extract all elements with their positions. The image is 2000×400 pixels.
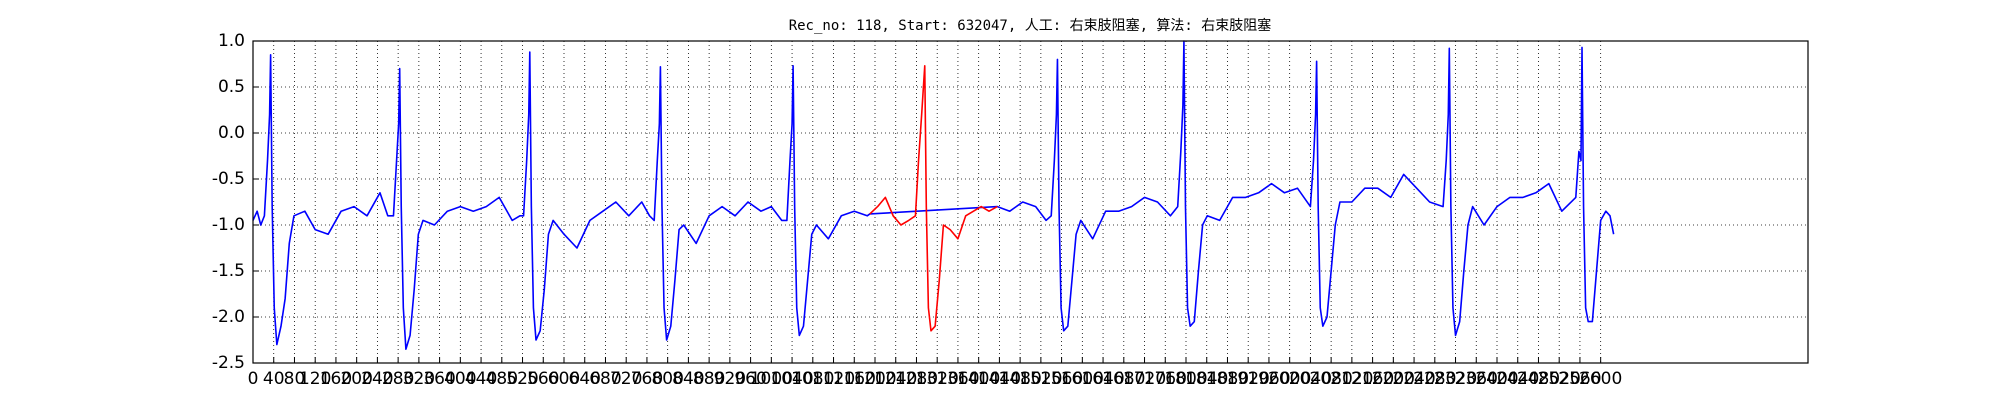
x-tick-label: 2160 bbox=[1351, 369, 1394, 389]
y-tick-label: 1.0 bbox=[218, 31, 245, 51]
x-tick-label: 1320 bbox=[916, 369, 959, 389]
x-tick-label: 2040 bbox=[1289, 369, 1332, 389]
x-tick-label: 1240 bbox=[874, 369, 917, 389]
x-tick-label: 1960 bbox=[1247, 369, 1290, 389]
x-tick-label: 240 bbox=[361, 369, 393, 389]
x-tick-label: 80 bbox=[284, 369, 306, 389]
x-tick-label: 1640 bbox=[1081, 369, 1124, 389]
x-tick-label: 360 bbox=[423, 369, 455, 389]
x-tick-label: 1080 bbox=[791, 369, 834, 389]
x-tick-label: 760 bbox=[631, 369, 663, 389]
x-tick-label: 320 bbox=[403, 369, 435, 389]
y-tick-label: -0.5 bbox=[212, 169, 245, 189]
x-tick-label: 1600 bbox=[1061, 369, 1104, 389]
x-tick-label: 680 bbox=[589, 369, 621, 389]
x-tick-label: 2240 bbox=[1392, 369, 1435, 389]
x-tick-label: 1680 bbox=[1102, 369, 1145, 389]
x-tick-label: 1520 bbox=[1019, 369, 1062, 389]
x-tick-label: 1920 bbox=[1227, 369, 1270, 389]
x-tick-label: 1720 bbox=[1123, 369, 1166, 389]
x-tick-label: 960 bbox=[734, 369, 766, 389]
x-tick-label: 560 bbox=[527, 369, 559, 389]
x-tick-label: 2320 bbox=[1434, 369, 1477, 389]
x-tick-label: 400 bbox=[444, 369, 476, 389]
y-tick-label: 0.0 bbox=[218, 123, 245, 143]
x-tick-label: 920 bbox=[714, 369, 746, 389]
x-tick-label: 720 bbox=[610, 369, 642, 389]
x-tick-label: 1440 bbox=[978, 369, 1021, 389]
x-tick-label: 2120 bbox=[1330, 369, 1373, 389]
x-tick-label: 1760 bbox=[1144, 369, 1187, 389]
x-tick-label: 280 bbox=[382, 369, 414, 389]
x-tick-label: 1800 bbox=[1164, 369, 1207, 389]
x-tick-label: 1880 bbox=[1206, 369, 1249, 389]
x-tick-label: 1160 bbox=[833, 369, 876, 389]
x-tick-label: 480 bbox=[486, 369, 518, 389]
x-tick-label: 1120 bbox=[812, 369, 855, 389]
y-tick-label: -2.0 bbox=[212, 307, 245, 327]
chart-title: Rec_no: 118, Start: 632047, 人工: 右束肢阻塞, 算… bbox=[789, 17, 1272, 34]
x-tick-label: 2560 bbox=[1558, 369, 1601, 389]
plot-frame bbox=[252, 40, 1809, 364]
x-tick-label: 1200 bbox=[853, 369, 896, 389]
x-tick-label: 640 bbox=[569, 369, 601, 389]
x-tick-label: 2280 bbox=[1413, 369, 1456, 389]
y-tick-label: -1.0 bbox=[212, 215, 245, 235]
x-tick-label: 1560 bbox=[1040, 369, 1083, 389]
x-tick-label: 160 bbox=[320, 369, 352, 389]
x-tick-label: 1400 bbox=[957, 369, 1000, 389]
x-tick-label: 40 bbox=[263, 369, 285, 389]
x-tick-label: 1840 bbox=[1185, 369, 1228, 389]
x-tick-label: 2440 bbox=[1496, 369, 1539, 389]
x-tick-label: 200 bbox=[340, 369, 372, 389]
series-line bbox=[252, 40, 1615, 350]
x-tick-label: 880 bbox=[693, 369, 725, 389]
x-tick-label: 2520 bbox=[1538, 369, 1581, 389]
x-tick-label: 0 bbox=[248, 369, 259, 389]
x-tick-label: 1000 bbox=[750, 369, 793, 389]
x-tick-label: 2400 bbox=[1475, 369, 1518, 389]
x-tick-label: 2080 bbox=[1310, 369, 1353, 389]
x-tick-label: 2480 bbox=[1517, 369, 1560, 389]
x-tick-label: 1040 bbox=[770, 369, 813, 389]
x-tick-label: 1360 bbox=[936, 369, 979, 389]
x-tick-label: 600 bbox=[548, 369, 580, 389]
x-tick-label: 440 bbox=[465, 369, 497, 389]
x-tick-label: 120 bbox=[299, 369, 331, 389]
x-tick-label: 800 bbox=[651, 369, 683, 389]
x-tick-label: 1280 bbox=[895, 369, 938, 389]
series-line bbox=[869, 65, 998, 332]
y-tick-label: -2.5 bbox=[212, 353, 245, 373]
x-tick-label: 2600 bbox=[1579, 369, 1622, 389]
x-tick-label: 1480 bbox=[999, 369, 1042, 389]
y-tick-label: 0.5 bbox=[218, 77, 245, 97]
y-tick-label: -1.5 bbox=[212, 261, 245, 281]
x-tick-label: 840 bbox=[672, 369, 704, 389]
x-tick-label: 2000 bbox=[1268, 369, 1311, 389]
x-tick-label: 520 bbox=[506, 369, 538, 389]
x-tick-label: 2200 bbox=[1372, 369, 1415, 389]
x-tick-label: 2360 bbox=[1455, 369, 1498, 389]
